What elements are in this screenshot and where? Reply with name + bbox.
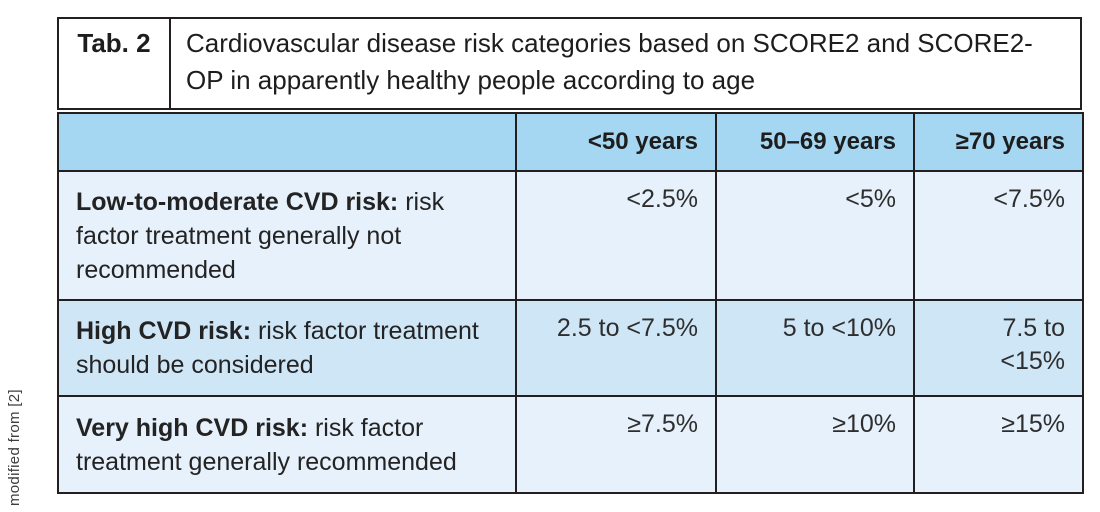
table-row-high: High CVD risk: risk factor treatment sho… (57, 299, 1084, 397)
source-attribution: modified from [2] (6, 389, 23, 506)
header-empty-cell (57, 112, 517, 172)
cell-value: 5 to <10% (715, 299, 915, 397)
row-label-bold: High CVD risk: (76, 317, 252, 345)
row-label-bold: Very high CVD risk: (76, 413, 309, 442)
header-row: <50 years 50–69 years ≥70 years (57, 112, 1084, 172)
header-under-50-years: <50 years (515, 112, 717, 172)
cell-value: ≥15% (913, 395, 1084, 494)
table-title: Cardiovascular disease risk categories b… (186, 28, 1033, 95)
table-title-block: Tab. 2 Cardiovascular disease risk categ… (57, 17, 1082, 110)
cell-value: ≥7.5% (515, 395, 717, 494)
risk-categories-table: <50 years 50–69 years ≥70 years Low-to-m… (57, 112, 1084, 494)
row-label-rest: risk factor treatment should be consider… (76, 317, 479, 379)
table-row-very-high: Very high CVD risk: risk factor treatmen… (57, 395, 1084, 494)
cell-value: 2.5 to <7.5% (515, 299, 717, 397)
cell-value: ≥10% (715, 395, 915, 494)
row-label-very-high: Very high CVD risk: risk factor treatmen… (57, 395, 517, 494)
cell-value: <2.5% (515, 170, 717, 301)
cell-value: <7.5% (913, 170, 1084, 301)
row-label-rest: risk factor treatment generally not reco… (76, 187, 445, 284)
header-70-plus-years: ≥70 years (913, 112, 1084, 172)
table-row-low-to-moderate: Low-to-moderate CVD risk: risk factor tr… (57, 170, 1084, 301)
risk-table: Tab. 2 Cardiovascular disease risk categ… (57, 17, 1084, 494)
row-label-low-to-moderate: Low-to-moderate CVD risk: risk factor tr… (57, 170, 517, 301)
cell-value: 7.5 to <15% (913, 299, 1084, 397)
row-label-bold: Low-to-moderate CVD risk: (76, 187, 399, 216)
row-label-rest: risk factor treatment generally recommen… (76, 413, 457, 476)
row-label-high: High CVD risk: risk factor treatment sho… (57, 299, 517, 397)
cell-value: <5% (715, 170, 915, 301)
table-number: Tab. 2 (59, 19, 171, 108)
header-50-69-years: 50–69 years (715, 112, 915, 172)
